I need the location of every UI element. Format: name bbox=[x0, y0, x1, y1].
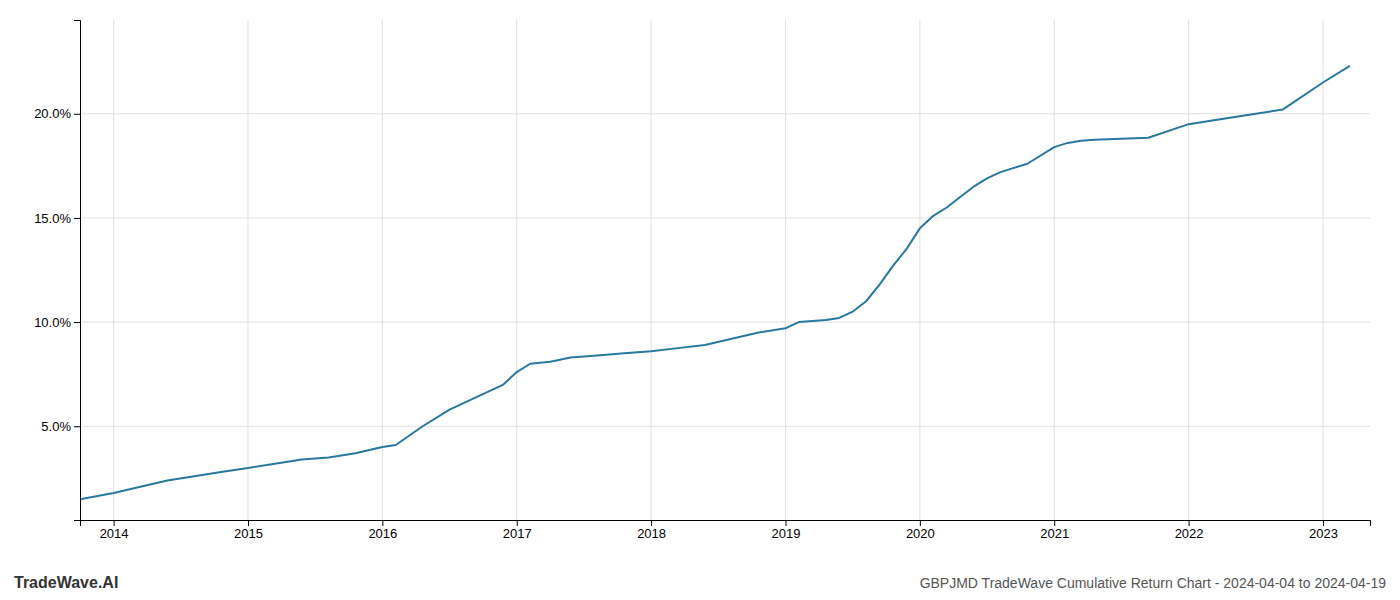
tick: 2022 bbox=[1175, 520, 1204, 541]
tick-label: 10.0% bbox=[34, 315, 71, 330]
grid-line bbox=[382, 20, 383, 520]
tick: 2016 bbox=[368, 520, 397, 541]
tick-mark bbox=[785, 520, 786, 526]
line bbox=[80, 66, 1350, 499]
tick-mark bbox=[114, 520, 115, 526]
tick-label: 15.0% bbox=[34, 211, 71, 226]
plot: 2014 2015 2016 2017 2018 2019 2020 2021 2022 2023… bbox=[34, 20, 1370, 541]
axis-line bbox=[74, 21, 81, 521]
tick: 15.0% bbox=[34, 211, 80, 226]
grid-line bbox=[919, 20, 920, 520]
tick: 20.0% bbox=[34, 106, 80, 121]
tick: 2017 bbox=[503, 520, 532, 541]
y-axis: 5.0% 10.0% 15.0% 20.0% bbox=[34, 21, 80, 521]
tick-label: 20.0% bbox=[34, 106, 71, 121]
tick-label: 2019 bbox=[772, 526, 801, 541]
tick-mark bbox=[248, 520, 249, 526]
grid-line bbox=[80, 113, 1370, 114]
tick: 2023 bbox=[1309, 520, 1338, 541]
tick: 2014 bbox=[100, 520, 129, 541]
chart: 2014 2015 2016 2017 2018 2019 2020 2021 2022 2023… bbox=[0, 0, 1400, 600]
marks bbox=[80, 66, 1350, 499]
tick: 2021 bbox=[1040, 520, 1069, 541]
tick-label: 5.0% bbox=[41, 419, 71, 434]
tick: 10.0% bbox=[34, 315, 80, 330]
grid-line bbox=[247, 20, 248, 520]
grid-line bbox=[651, 20, 652, 520]
tick-mark bbox=[1054, 520, 1055, 526]
tick-label: 2016 bbox=[368, 526, 397, 541]
tick-mark bbox=[1189, 520, 1190, 526]
title: GBPJMD TradeWave Cumulative Return Chart… bbox=[920, 575, 1387, 591]
grid-line bbox=[80, 322, 1370, 323]
tick-label: 2015 bbox=[234, 526, 263, 541]
tick-mark bbox=[74, 218, 80, 219]
grid-line bbox=[1188, 20, 1189, 520]
tick-label: 2017 bbox=[503, 526, 532, 541]
watermark: TradeWave.AI bbox=[14, 574, 118, 591]
grid-line bbox=[113, 20, 114, 520]
tick: 2018 bbox=[637, 520, 666, 541]
tick: 5.0% bbox=[41, 419, 80, 434]
tick: 2019 bbox=[772, 520, 801, 541]
tick-mark bbox=[1323, 520, 1324, 526]
axis-line bbox=[81, 521, 1371, 527]
tick-mark bbox=[74, 426, 80, 427]
tick-mark bbox=[74, 114, 80, 115]
tick-label: 2018 bbox=[637, 526, 666, 541]
tick-mark bbox=[517, 520, 518, 526]
grid-line bbox=[1322, 20, 1323, 520]
grid-line bbox=[80, 426, 1370, 427]
tick-label: 2014 bbox=[100, 526, 129, 541]
tick-label: 2020 bbox=[906, 526, 935, 541]
tick: 2020 bbox=[906, 520, 935, 541]
tick-mark bbox=[74, 322, 80, 323]
grid-line bbox=[80, 217, 1370, 218]
tick-label: 2022 bbox=[1175, 526, 1204, 541]
tick-mark bbox=[382, 520, 383, 526]
grid-line bbox=[1054, 20, 1055, 520]
grid-line bbox=[785, 20, 786, 520]
x-axis: 2014 2015 2016 2017 2018 2019 2020 2021 2022 2023 bbox=[81, 520, 1371, 541]
tick-label: 2023 bbox=[1309, 526, 1338, 541]
grid-line bbox=[516, 20, 517, 520]
grid bbox=[80, 20, 1370, 520]
tick-mark bbox=[651, 520, 652, 526]
tick: 2015 bbox=[234, 520, 263, 541]
tick-mark bbox=[920, 520, 921, 526]
tick-label: 2021 bbox=[1040, 526, 1069, 541]
